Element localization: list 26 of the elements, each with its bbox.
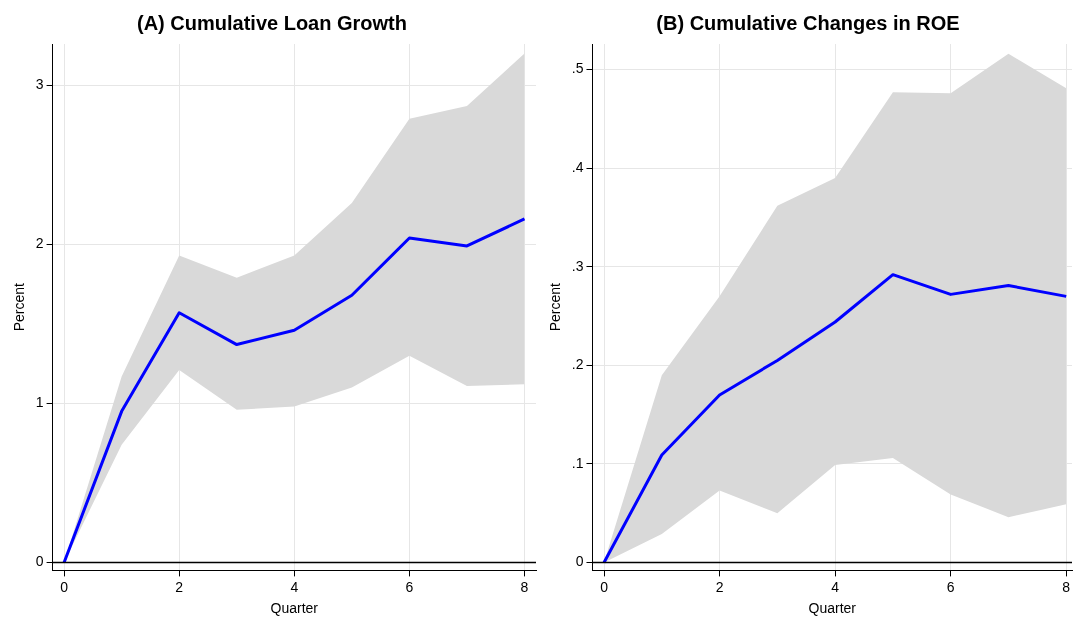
x-tick-label: 6 <box>405 578 414 595</box>
x-axis-title: Quarter <box>270 600 319 617</box>
y-axis-title: Percent <box>547 282 564 332</box>
x-tick-label: 6 <box>946 578 955 595</box>
x-tick-label: 4 <box>831 578 840 595</box>
x-tick-label: 0 <box>600 578 609 595</box>
y-tick-label: .2 <box>571 356 584 373</box>
y-axis-title: Percent <box>11 282 28 332</box>
y-tick-label: .4 <box>571 159 584 176</box>
y-tick-label: 0 <box>575 553 584 570</box>
y-tick-label: .5 <box>571 60 584 77</box>
chart-title: (B) Cumulative Changes in ROE <box>656 11 960 34</box>
x-tick-label: 8 <box>520 578 529 595</box>
x-tick-label: 8 <box>1062 578 1071 595</box>
y-tick-label: 1 <box>35 394 44 411</box>
x-tick-label: 4 <box>290 578 299 595</box>
chart-title: (A) Cumulative Loan Growth <box>137 11 407 34</box>
x-tick-label: 2 <box>715 578 724 595</box>
x-tick-label: 0 <box>60 578 69 595</box>
y-tick-label: 3 <box>35 76 44 93</box>
y-tick-label: .1 <box>571 454 584 471</box>
y-tick-label: .3 <box>571 257 584 274</box>
y-tick-label: 0 <box>35 553 44 570</box>
x-axis-title: Quarter <box>808 600 857 617</box>
y-tick-label: 2 <box>35 235 44 252</box>
x-tick-label: 2 <box>175 578 184 595</box>
